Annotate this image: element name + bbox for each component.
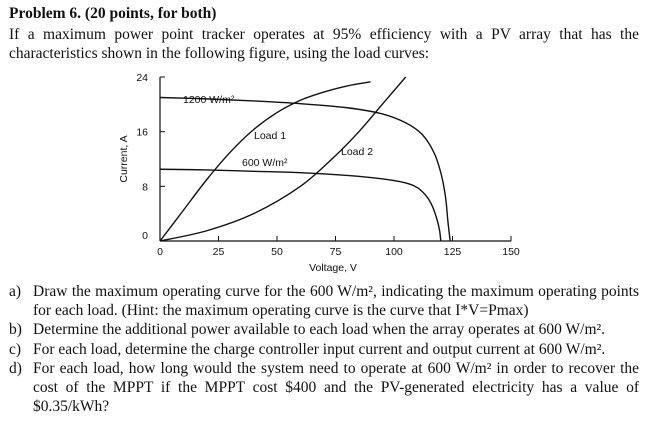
y-axis-title: Current, A	[118, 135, 130, 182]
chart-curves	[159, 76, 451, 242]
series-line-1200-w-m	[159, 96, 451, 242]
question-text: For each load, determine the charge cont…	[33, 340, 606, 358]
problem-title: Problem 6. (20 points, for both)	[9, 5, 217, 22]
x-tick-label: 75	[330, 246, 342, 258]
question-list: a) Draw the maximum operating curve for t…	[9, 282, 639, 416]
x-tick-label: 100	[385, 246, 403, 258]
y-tick-label: 0	[142, 230, 148, 242]
problem-intro: If a maximum power point tracker operate…	[9, 26, 639, 62]
x-tick-label: 25	[213, 246, 225, 258]
chart-annotation: Load 2	[341, 146, 373, 158]
chart-annotation: 1200 W/m²	[183, 94, 235, 106]
question-item: a) Draw the maximum operating curve for t…	[9, 282, 639, 320]
question-text: For each load, how long would the system…	[33, 359, 639, 416]
question-text: Draw the maximum operating curve for the…	[33, 283, 639, 320]
chart-annotation: 600 W/m²	[242, 157, 288, 169]
x-tick-label: 50	[271, 246, 283, 258]
question-label: a)	[9, 283, 22, 300]
series-line-load-2	[159, 76, 407, 242]
question-item: b) Determine the additional power availab…	[9, 320, 639, 339]
question-item: d) For each load, how long would the syst…	[9, 359, 639, 417]
x-axis-title: Voltage, V	[309, 262, 357, 274]
chart-annotation: Load 1	[254, 130, 286, 142]
series-line-600-w-m	[159, 168, 442, 242]
series-line-load-1	[159, 81, 371, 242]
chart-labels: Voltage, V Current, A 1200 W/m² 600 W/m² Loa…	[118, 94, 373, 274]
y-tick-label: 8	[142, 181, 148, 193]
question-label: c)	[9, 340, 22, 358]
y-tick-label: 16	[136, 127, 148, 139]
x-tick-label: 125	[444, 246, 462, 258]
x-tick-label: 0	[157, 246, 163, 258]
chart-ticks: 0 25 50 75 100 125 150 0 8 16 24	[136, 72, 520, 258]
y-tick-label: 24	[136, 72, 148, 84]
question-label: d)	[9, 359, 22, 377]
x-tick-label: 150	[502, 246, 520, 258]
question-item: c) For each load, determine the charge co…	[9, 340, 639, 359]
question-text: Determine the additional power available…	[33, 321, 606, 339]
question-label: b)	[9, 321, 22, 339]
